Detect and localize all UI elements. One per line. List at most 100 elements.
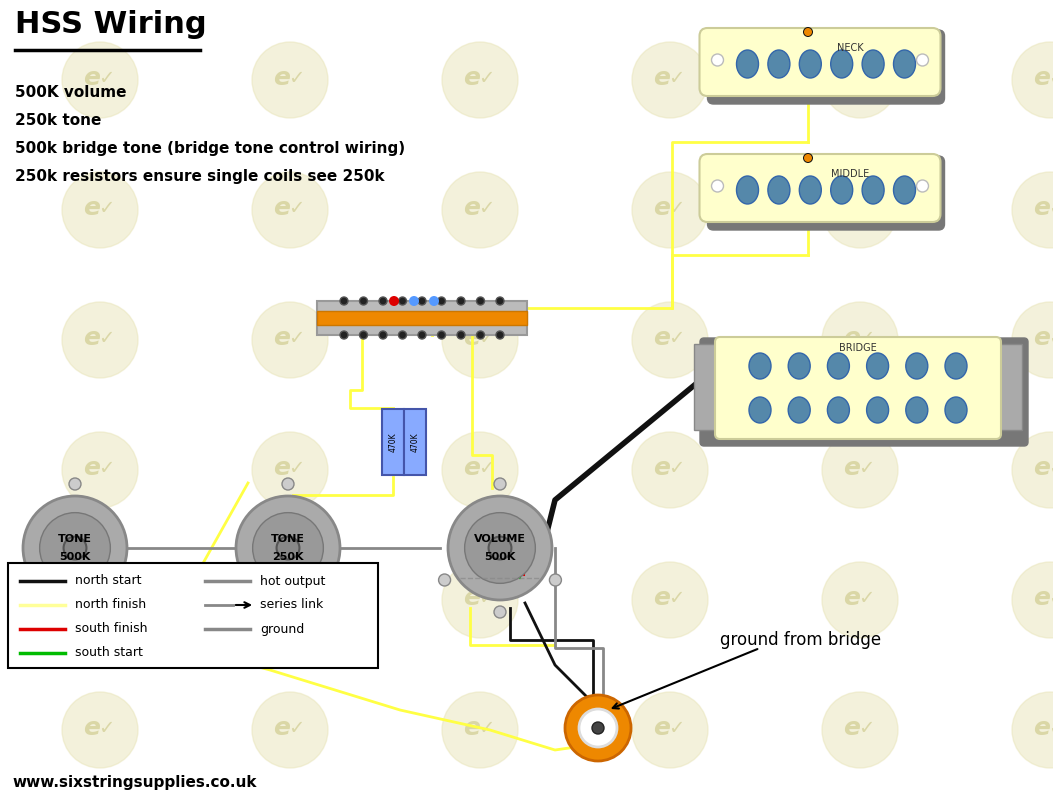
Text: e: e [274, 326, 291, 350]
Circle shape [494, 606, 506, 618]
Ellipse shape [828, 397, 850, 423]
Circle shape [23, 496, 127, 600]
Text: e: e [463, 456, 480, 480]
Ellipse shape [906, 353, 928, 379]
FancyBboxPatch shape [699, 154, 940, 222]
Circle shape [69, 478, 81, 490]
Text: e: e [654, 456, 671, 480]
Text: ✓: ✓ [858, 458, 874, 478]
Ellipse shape [749, 353, 771, 379]
Text: e: e [654, 716, 671, 740]
Circle shape [389, 296, 399, 306]
Ellipse shape [945, 397, 967, 423]
Bar [994, 344, 1022, 430]
Text: e: e [83, 716, 100, 740]
Circle shape [226, 574, 239, 586]
Text: e: e [843, 326, 860, 350]
Text: www.sixstringsupplies.co.uk: www.sixstringsupplies.co.uk [12, 775, 257, 790]
FancyBboxPatch shape [700, 338, 1028, 446]
Ellipse shape [789, 353, 810, 379]
Text: MIDDLE: MIDDLE [831, 169, 869, 179]
Text: e: e [83, 66, 100, 90]
Circle shape [496, 297, 504, 305]
Text: south finish: south finish [75, 622, 147, 635]
Circle shape [252, 692, 327, 768]
Circle shape [252, 42, 327, 118]
Circle shape [477, 331, 484, 339]
Text: e: e [463, 196, 480, 220]
Circle shape [398, 331, 406, 339]
Circle shape [62, 562, 138, 638]
Ellipse shape [894, 50, 915, 78]
Text: e: e [1033, 586, 1051, 610]
Ellipse shape [862, 176, 885, 204]
Ellipse shape [799, 50, 821, 78]
Circle shape [252, 432, 327, 508]
Circle shape [252, 172, 327, 248]
Text: e: e [1033, 716, 1051, 740]
Circle shape [496, 331, 504, 339]
Circle shape [1012, 432, 1053, 508]
Text: e: e [83, 326, 100, 350]
Ellipse shape [867, 353, 889, 379]
Text: e: e [843, 66, 860, 90]
Text: south start: south start [75, 646, 143, 659]
Text: ✓: ✓ [668, 589, 684, 607]
FancyBboxPatch shape [699, 28, 940, 96]
Text: ✓: ✓ [478, 458, 494, 478]
Ellipse shape [828, 353, 850, 379]
Circle shape [442, 432, 518, 508]
Text: ✓: ✓ [478, 198, 494, 218]
Circle shape [632, 562, 708, 638]
Text: ✓: ✓ [287, 589, 304, 607]
Circle shape [429, 296, 439, 306]
Circle shape [448, 496, 552, 600]
Text: e: e [463, 716, 480, 740]
Text: e: e [274, 586, 291, 610]
Text: e: e [1033, 326, 1051, 350]
Circle shape [822, 562, 898, 638]
Circle shape [822, 302, 898, 378]
Ellipse shape [894, 176, 915, 204]
Circle shape [822, 42, 898, 118]
Circle shape [282, 478, 294, 490]
Circle shape [579, 709, 617, 747]
Circle shape [477, 297, 484, 305]
Circle shape [340, 331, 347, 339]
Bar [404, 409, 426, 475]
Circle shape [253, 513, 323, 583]
Text: ✓: ✓ [1048, 458, 1053, 478]
Circle shape [442, 692, 518, 768]
Circle shape [62, 432, 138, 508]
Circle shape [1012, 692, 1053, 768]
Circle shape [464, 513, 535, 583]
Text: 470K: 470K [389, 432, 397, 452]
Circle shape [438, 574, 451, 586]
Bar [317, 311, 526, 325]
Circle shape [1012, 172, 1053, 248]
Text: ✓: ✓ [858, 718, 874, 738]
Text: ✓: ✓ [98, 69, 114, 87]
Text: ✓: ✓ [858, 329, 874, 347]
Text: 500k bridge tone (bridge tone control wiring): 500k bridge tone (bridge tone control wi… [15, 141, 405, 156]
Text: e: e [83, 196, 100, 220]
Circle shape [712, 180, 723, 192]
Text: ✓: ✓ [98, 589, 114, 607]
Circle shape [437, 331, 445, 339]
Text: 500K volume: 500K volume [15, 85, 126, 100]
Circle shape [804, 28, 812, 36]
Text: ✓: ✓ [668, 718, 684, 738]
Text: ✓: ✓ [1048, 329, 1053, 347]
FancyBboxPatch shape [708, 30, 945, 104]
Circle shape [632, 432, 708, 508]
Ellipse shape [906, 397, 928, 423]
Circle shape [40, 513, 111, 583]
Circle shape [418, 297, 426, 305]
Text: ✓: ✓ [478, 329, 494, 347]
Bar [694, 344, 722, 430]
Text: 500K: 500K [484, 552, 516, 562]
Text: ✓: ✓ [287, 329, 304, 347]
Circle shape [1012, 42, 1053, 118]
Text: 250k resistors ensure single coils see 250k: 250k resistors ensure single coils see 2… [15, 169, 384, 184]
Circle shape [252, 562, 327, 638]
